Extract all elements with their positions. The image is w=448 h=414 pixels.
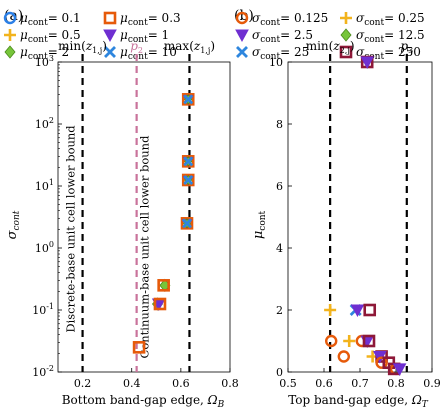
legend-label-3: μcont= 1 (120, 28, 169, 45)
xtick-label-a: 0.6 (172, 377, 190, 390)
ytick-label-a: 103 (35, 54, 54, 69)
legend-marker-diamond (4, 45, 16, 59)
legend-label-3: σcont= 12.5 (356, 28, 425, 45)
xtick-label-b: 0.7 (351, 377, 369, 390)
reference-label-b-0: min(z2,j) (306, 39, 355, 55)
marker-circle (337, 350, 350, 363)
marker-triangle-down (392, 363, 407, 376)
legend-label-4: σcont= 25 (252, 45, 309, 62)
data-point-a (157, 279, 170, 292)
legend-marker-x (236, 46, 248, 58)
legend-label-2: σcont= 2.5 (252, 28, 313, 45)
xtick-label-b: 0.5 (279, 377, 297, 390)
marker-plus (343, 335, 356, 347)
legend-marker-triangle-down (103, 29, 117, 43)
legend-label-1: μcont= 0.3 (120, 11, 181, 28)
legend-marker-x (104, 46, 116, 58)
data-point-a (181, 155, 195, 168)
data-point-a (180, 217, 194, 230)
marker-square (153, 297, 167, 311)
marker-circle (325, 334, 338, 348)
legend-label-0: σcont= 0.125 (252, 11, 328, 28)
ytick-label-a: 101 (35, 178, 54, 193)
data-point-b (360, 56, 375, 70)
data-point-b (343, 335, 356, 347)
data-point-b (392, 363, 407, 376)
data-point-b (350, 304, 365, 318)
ylabel-panel-b: μcont (251, 210, 268, 239)
ytick-label-a: 10-1 (32, 302, 54, 317)
data-point-b (363, 303, 377, 317)
legend-label-2: μcont= 0.5 (20, 28, 81, 45)
ytick-label-b: 8 (276, 118, 283, 131)
xtick-label-b: 0.8 (387, 377, 405, 390)
marker-square (362, 334, 376, 348)
marker-square (157, 279, 170, 292)
data-point-b (375, 356, 388, 369)
ylabel-panel-a: σcont (5, 210, 22, 239)
ytick-label-b: 6 (276, 180, 283, 193)
plot-frame-a (57, 61, 231, 373)
legend-label-4: μcont= 2 (20, 45, 69, 62)
ytick-label-a: 10-2 (32, 364, 54, 379)
annotation-discrete-bound: Discrete-base unit cell lower bound (64, 125, 78, 333)
legend-label-5: σcont= 250 (356, 45, 421, 62)
data-point-b (362, 334, 376, 348)
legend-label-0: μcont= 0.1 (20, 11, 81, 28)
ytick-label-b: 4 (276, 242, 283, 255)
data-point-b (337, 350, 350, 363)
data-point-b (324, 304, 337, 316)
axes-panel-b: 0.5 0.6 0.7 0.8 0.9 0 2 4 6 8 10 min(z2,j) p3 (269, 39, 441, 390)
xtick-label-b: 0.9 (423, 377, 441, 390)
reference-label-a-2: max(z1,j) (164, 39, 215, 55)
ytick-label-a: 102 (35, 116, 54, 131)
legend-marker-diamond (340, 28, 352, 42)
data-point-a (132, 341, 146, 354)
xlabel-panel-a: Bottom band-gap edge, ΩB (62, 393, 225, 410)
ytick-label-b: 10 (269, 56, 283, 69)
marker-square (132, 341, 146, 354)
ytick-label-b: 0 (276, 366, 283, 379)
xtick-label-a: 0.8 (221, 377, 239, 390)
xtick-label-a: 0.2 (74, 377, 92, 390)
marker-x (183, 94, 194, 105)
legend-label-1: σcont= 0.25 (356, 11, 425, 28)
data-point-a (181, 173, 195, 187)
annotation-continuum-bound: Continuum-base unit cell lower bound (138, 135, 152, 359)
reference-label-a-0: min(z1,j) (58, 39, 107, 55)
marker-triangle-down (360, 56, 375, 70)
legend-marker-circle (235, 11, 249, 25)
panel-b-label: (b) (234, 8, 254, 24)
legend-marker-square (103, 11, 117, 25)
marker-triangle-down (350, 304, 365, 318)
data-point-a (181, 93, 195, 106)
legend-marker-plus (340, 12, 352, 24)
marker-plus (324, 304, 337, 316)
reference-label-b-1: p3 (400, 39, 413, 55)
marker-x (183, 156, 194, 167)
legend-marker-square (339, 45, 353, 59)
legend-marker-plus (4, 29, 16, 41)
marker-x (183, 175, 194, 185)
xlabel-panel-b: Top band-gap edge, ΩT (288, 393, 429, 410)
marker-x (182, 218, 192, 229)
ytick-label-a: 100 (35, 240, 54, 255)
marker-circle (375, 356, 388, 369)
xtick-label-b: 0.6 (315, 377, 333, 390)
legend-marker-circle (3, 11, 17, 25)
data-point-b (325, 334, 338, 348)
marker-square (363, 303, 377, 317)
plot-frame-b (287, 61, 433, 373)
axes-panel-a: 0.2 0.4 0.6 0.8 10-2 10-1 100 101 102 103 min(z1,j… (32, 39, 239, 390)
data-point-a (153, 297, 167, 311)
xtick-label-a: 0.4 (123, 377, 141, 390)
reference-label-a-1: p2 (130, 39, 143, 55)
legend-marker-triangle-down (235, 29, 249, 43)
ytick-label-b: 2 (276, 304, 283, 317)
legend-label-5: μcont= 10 (120, 45, 177, 62)
